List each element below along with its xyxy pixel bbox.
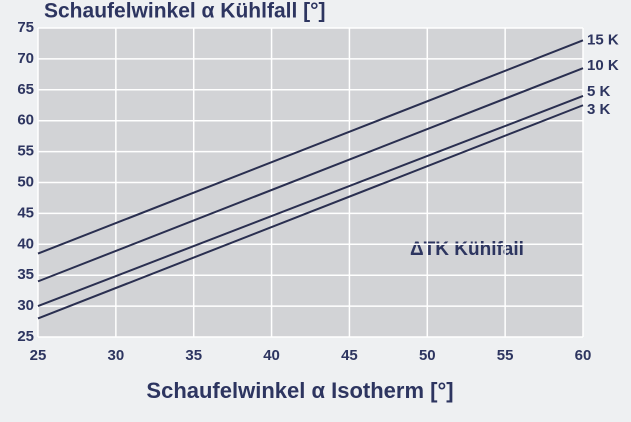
x-tick-label: 45: [341, 347, 358, 364]
x-tick-label: 40: [263, 347, 280, 364]
y-tick-label: 60: [17, 112, 34, 129]
legend-label: 15 K: [587, 31, 619, 48]
x-tick-label: 25: [30, 347, 47, 364]
series-line: [37, 104, 584, 320]
legend-label: 3 K: [587, 101, 611, 118]
x-tick-label: 30: [108, 347, 125, 364]
legend-label: 10 K: [587, 57, 619, 74]
x-tick-label: 50: [419, 347, 436, 364]
y-tick-label: 25: [17, 328, 34, 345]
x-tick-label: 60: [575, 347, 592, 364]
y-tick-label: 40: [17, 235, 34, 252]
legend-label: 5 K: [587, 83, 611, 100]
x-tick-label: 55: [497, 347, 514, 364]
x-axis-label: Schaufelwinkel α Isotherm [°]: [146, 378, 453, 403]
y-tick-label: 50: [17, 173, 34, 190]
y-tick-label: 70: [17, 50, 34, 67]
y-tick-label: 75: [17, 19, 34, 36]
series-line: [37, 95, 584, 308]
x-tick-label: 35: [185, 347, 202, 364]
y-tick-label: 30: [17, 297, 34, 314]
series-line: [37, 67, 584, 283]
y-tick-label: 45: [17, 204, 34, 221]
y-tick-label: 55: [17, 143, 34, 160]
y-tick-label: 65: [17, 81, 34, 98]
chart-title: Schaufelwinkel α Kühlfall [°]: [44, 0, 326, 23]
y-tick-label: 35: [17, 266, 34, 283]
series-line: [37, 39, 584, 255]
